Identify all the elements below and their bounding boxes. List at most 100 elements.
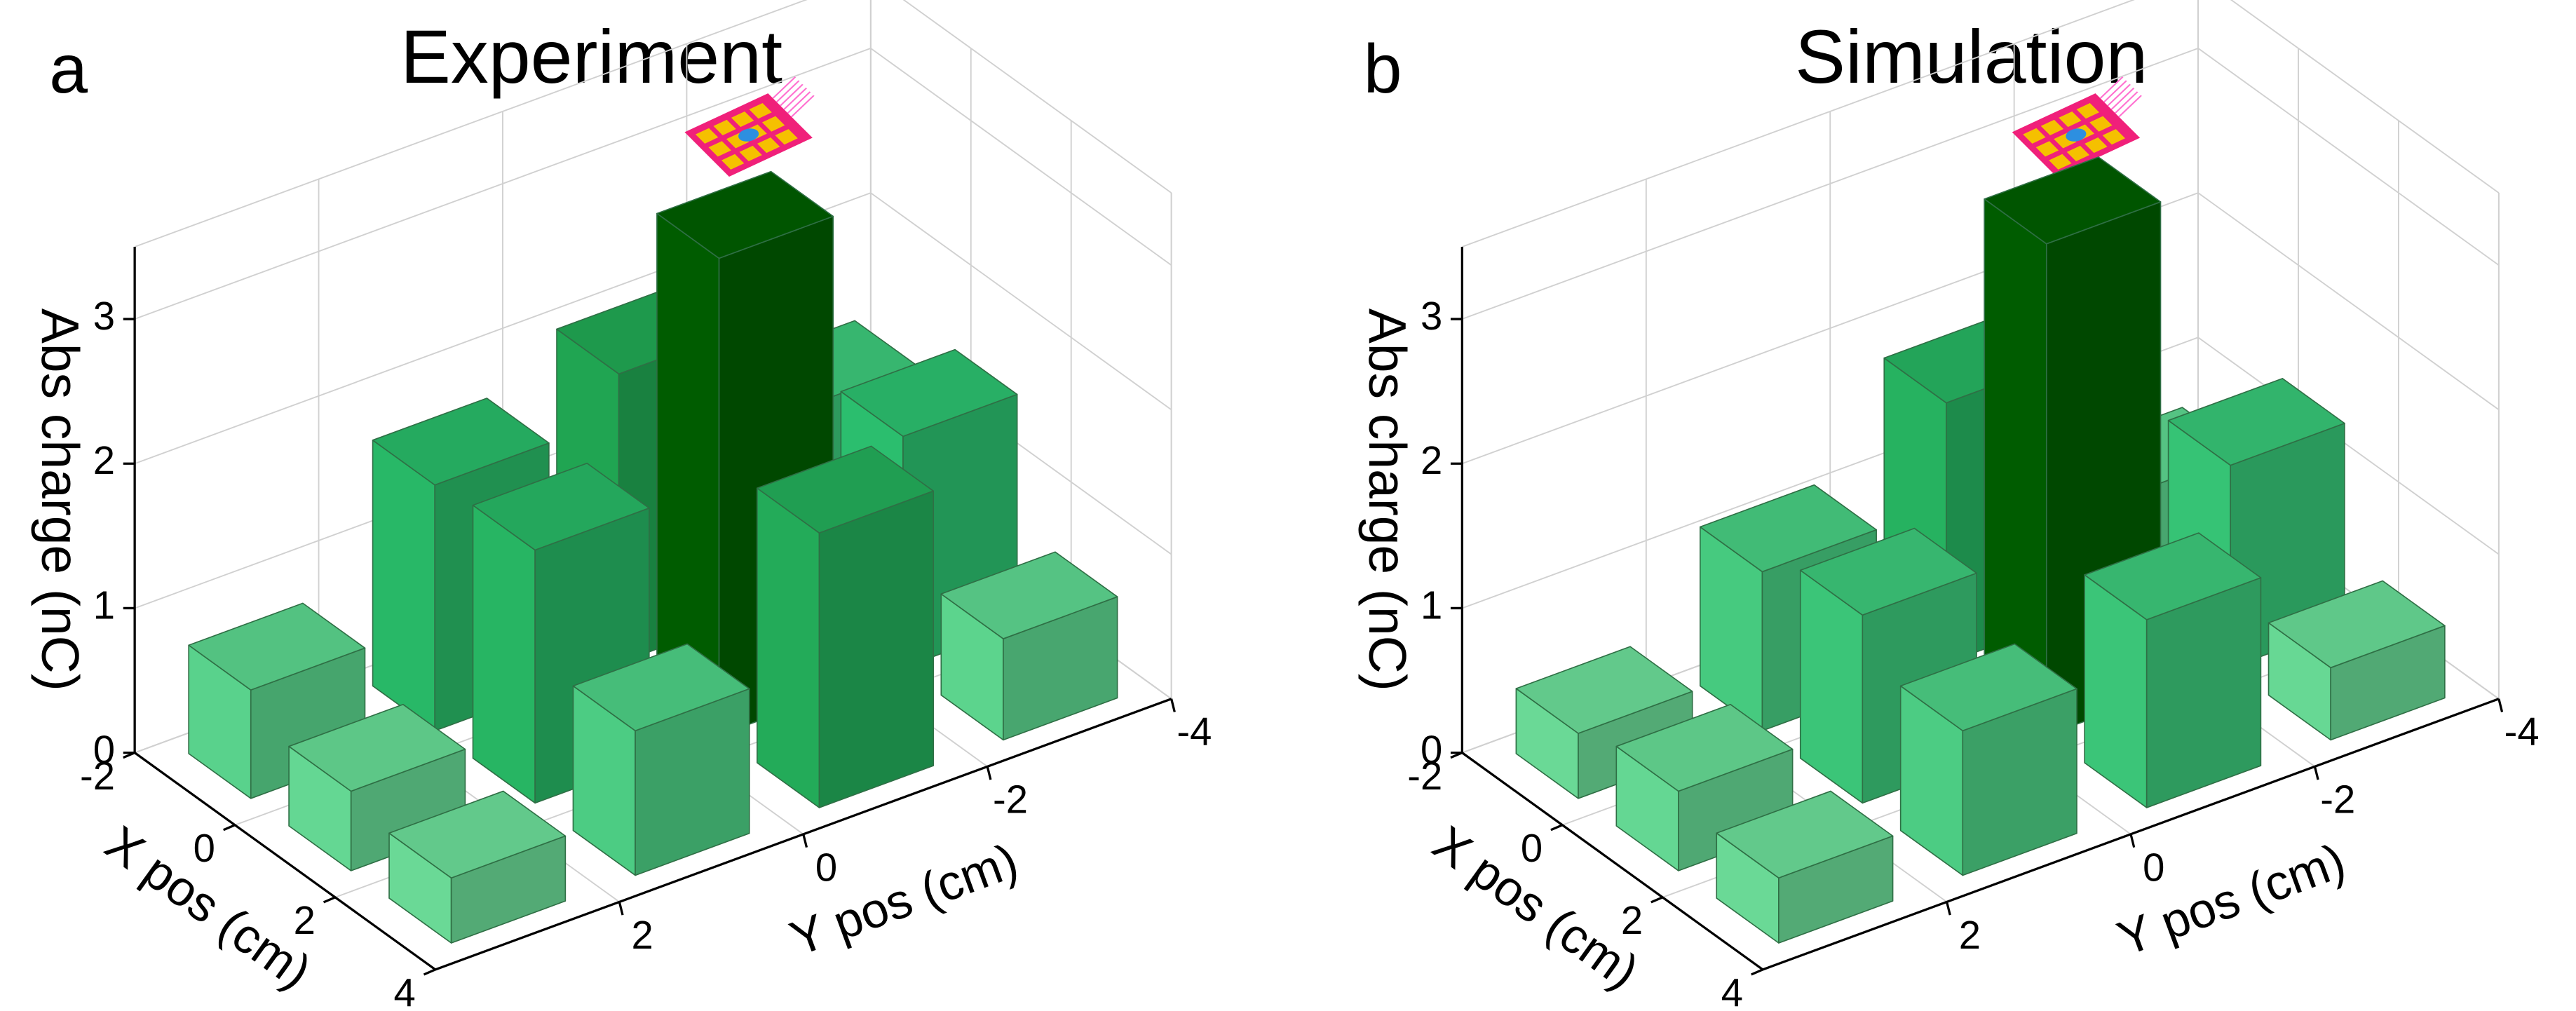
- x-tick-label: 4: [394, 970, 416, 1011]
- x-tick-label: 0: [194, 826, 215, 870]
- panel-label: b: [1364, 30, 1402, 107]
- z-tick-label: 3: [93, 294, 115, 338]
- x-tick-label: -2: [80, 754, 115, 798]
- bar-top: [1716, 790, 1894, 879]
- box-edge: [902, 0, 1172, 194]
- bar-top: [372, 398, 550, 486]
- icon-dot: [2066, 128, 2087, 142]
- panel-label: a: [49, 30, 88, 107]
- y-tick-label: 2: [632, 913, 653, 957]
- x-axis: [1461, 752, 1764, 971]
- bar-top: [188, 602, 366, 691]
- z-tick-label: 0: [93, 727, 115, 771]
- grid-line: [2197, 48, 2500, 266]
- icon-wire: [2107, 83, 2131, 107]
- icon-wire: [2118, 95, 2142, 118]
- z-tick-label: 2: [1421, 438, 1442, 482]
- chart-title: Simulation: [1795, 14, 2148, 99]
- grid-line: [870, 48, 1172, 266]
- icon-wire: [2114, 91, 2138, 114]
- chart-title: Experiment: [400, 14, 782, 99]
- y-tick: [986, 766, 992, 780]
- icon-pad: [2023, 128, 2046, 144]
- bar-side: [372, 439, 436, 732]
- icon-pad: [695, 128, 719, 144]
- bar-top: [1699, 484, 1877, 573]
- x-tick-label: 0: [1521, 826, 1543, 870]
- bar-top: [940, 551, 1118, 639]
- bar-top: [840, 348, 1018, 437]
- inset-icon: [684, 76, 815, 177]
- grid-line: [870, 192, 1172, 411]
- y-tick-label: -4: [2504, 710, 2540, 754]
- x-tick: [223, 824, 236, 832]
- icon-wire: [2110, 88, 2135, 110]
- bar-top: [2084, 532, 2262, 620]
- icon-dot: [738, 128, 759, 142]
- z-axis-title: Abs charge (nC): [1358, 308, 1417, 691]
- bar-top: [472, 462, 650, 551]
- y-tick: [2497, 698, 2504, 712]
- icon-wire: [772, 76, 796, 99]
- icon-pad: [2084, 137, 2108, 154]
- y-tick-label: -4: [1177, 710, 1212, 754]
- y-tick: [1945, 901, 1951, 916]
- z-tick-label: 1: [1421, 583, 1442, 627]
- bar-top: [388, 790, 567, 879]
- icon-wire: [775, 80, 800, 102]
- icon-wire: [2103, 80, 2127, 102]
- icon-wire: [2099, 76, 2124, 99]
- bar-top: [572, 643, 750, 732]
- bar-top: [1899, 643, 2077, 732]
- grid-line: [2197, 192, 2500, 411]
- icon-wire: [783, 88, 808, 110]
- icon-pad: [761, 116, 785, 132]
- z-axis-title: Abs charge (nC): [31, 308, 90, 691]
- bar-side: [472, 504, 536, 804]
- bar-side: [757, 487, 820, 808]
- icon-wire: [780, 83, 804, 107]
- icon-pad: [2089, 116, 2113, 132]
- x-tick: [323, 896, 336, 904]
- z-tick-label: 2: [93, 438, 115, 482]
- icon-pad: [2076, 103, 2100, 119]
- icon-pad: [708, 141, 731, 157]
- bar-top: [288, 703, 466, 792]
- icon-pad: [2040, 119, 2064, 135]
- x-tick-label: -2: [1407, 754, 1442, 798]
- bar-top: [1984, 156, 2162, 245]
- x-tick: [123, 752, 135, 759]
- y-tick: [802, 834, 808, 848]
- icon-pad: [2049, 154, 2072, 170]
- y-tick-label: 0: [815, 845, 837, 889]
- x-tick: [1550, 824, 1563, 832]
- icon-pad: [2066, 145, 2090, 161]
- icon-pad: [713, 119, 736, 135]
- bar-top: [2167, 378, 2345, 466]
- icon-pad: [775, 129, 798, 145]
- x-tick: [1751, 968, 1763, 976]
- z-tick-label: 3: [1421, 294, 1442, 338]
- bar-front: [818, 490, 935, 808]
- bar-top: [1515, 646, 1693, 734]
- icon-pad: [2102, 129, 2126, 145]
- z-tick-label: 1: [93, 583, 115, 627]
- icon-pad: [757, 137, 780, 154]
- bar-top: [757, 445, 935, 534]
- x-tick: [423, 968, 436, 976]
- icon-pad: [749, 103, 772, 119]
- icon-pad: [2035, 141, 2059, 157]
- y-tick: [1170, 698, 1176, 712]
- x-tick: [1650, 896, 1663, 904]
- y-tick: [618, 901, 624, 916]
- y-tick: [2313, 766, 2319, 780]
- inset-icon: [2012, 76, 2142, 177]
- y-tick-label: -2: [2320, 778, 2355, 822]
- x-tick-label: 4: [1721, 970, 1743, 1011]
- icon-pad: [731, 111, 754, 128]
- grid-line: [1462, 48, 2199, 320]
- box-edge: [2230, 0, 2500, 194]
- x-axis: [134, 752, 436, 971]
- grid-line: [134, 48, 872, 320]
